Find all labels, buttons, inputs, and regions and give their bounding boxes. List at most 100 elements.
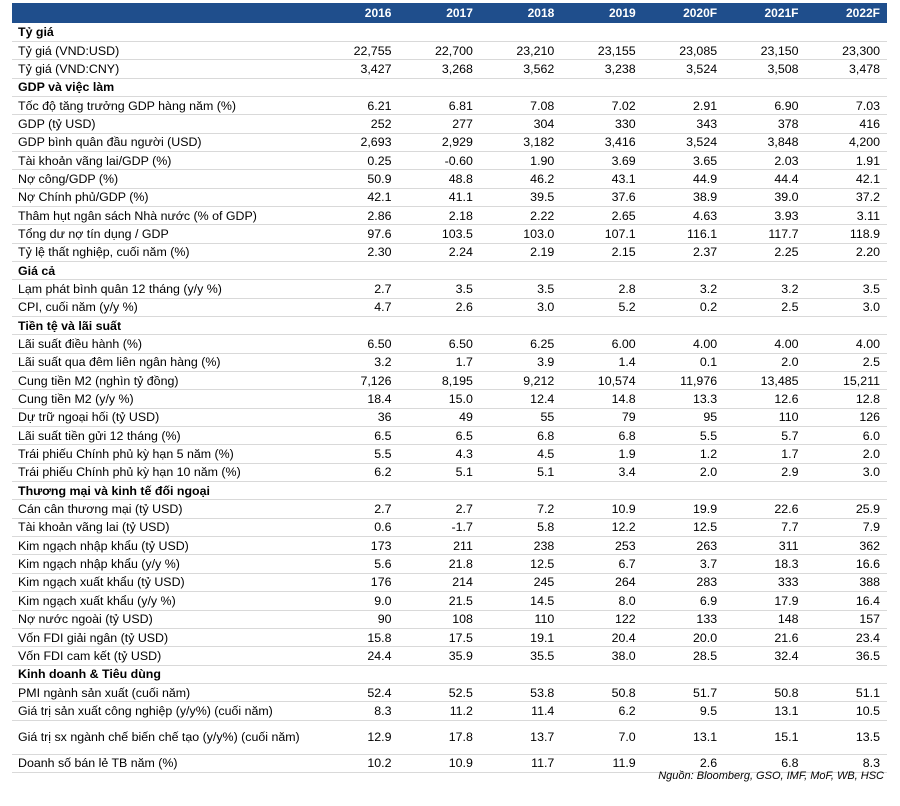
value-cell: 252 bbox=[317, 114, 399, 134]
value-cell: 6.5 bbox=[398, 426, 480, 446]
value-cell: 50.8 bbox=[561, 683, 643, 703]
value-cell: 52.5 bbox=[398, 683, 480, 703]
table-row: CPI, cuối năm (y/y %) 4.7 2.6 3.0 5.2 0.2 2.5 3… bbox=[12, 298, 887, 318]
value-cell: 6.50 bbox=[317, 334, 399, 354]
table-row: GDP (tỷ USD) 252 277 304 330 343 378 416 bbox=[12, 114, 887, 134]
value-cell: 2.30 bbox=[317, 243, 399, 262]
value-cell: 19.9 bbox=[642, 499, 725, 519]
value-cell: 2.86 bbox=[317, 206, 399, 226]
value-cell: 3.11 bbox=[805, 206, 887, 226]
value-cell: 4.5 bbox=[479, 444, 562, 464]
value-cell: 122 bbox=[561, 610, 643, 629]
value-cell: 2.25 bbox=[724, 243, 806, 262]
value-cell: 238 bbox=[479, 536, 562, 556]
table-row: Cung tiền M2 (y/y %) 18.4 15.0 12.4 14.8 13.3… bbox=[12, 389, 887, 409]
value-cell: 110 bbox=[724, 408, 806, 428]
value-cell: 5.5 bbox=[317, 444, 399, 464]
section-title: Thương mại và kinh tế đối ngoại bbox=[12, 481, 887, 501]
value-cell: 3.2 bbox=[317, 353, 399, 373]
value-cell: 343 bbox=[642, 114, 725, 134]
value-cell: 253 bbox=[561, 536, 643, 556]
table-row: Vốn FDI cam kết (tỷ USD) 24.4 35.9 35.5 38.0… bbox=[12, 646, 887, 666]
value-cell: 12.5 bbox=[642, 518, 725, 538]
value-cell: 3.65 bbox=[642, 151, 725, 171]
indicator-label: Giá trị sản xuất công nghiệp (y/y%) (cuố… bbox=[12, 701, 318, 721]
value-cell: 1.9 bbox=[561, 444, 643, 464]
value-cell: 157 bbox=[805, 610, 887, 629]
value-cell: 8.3 bbox=[805, 754, 887, 773]
value-cell: 2,929 bbox=[398, 133, 480, 152]
value-cell: 2.7 bbox=[398, 499, 480, 519]
value-cell: 11.9 bbox=[561, 754, 643, 773]
value-cell: 22,755 bbox=[317, 41, 399, 61]
value-cell: 3.0 bbox=[805, 298, 887, 318]
value-cell: 4.00 bbox=[642, 334, 725, 354]
value-cell: 5.5 bbox=[642, 426, 725, 446]
table-row: Thâm hụt ngân sách Nhà nước (% of GDP) 2.… bbox=[12, 206, 887, 226]
value-cell: 0.25 bbox=[317, 151, 399, 171]
value-cell: 95 bbox=[642, 408, 725, 428]
value-cell: 17.9 bbox=[724, 591, 806, 611]
indicator-label: Cung tiền M2 (nghìn tỷ đồng) bbox=[12, 371, 318, 391]
value-cell: 25.9 bbox=[805, 499, 887, 519]
indicator-label: Lãi suất tiền gửi 12 tháng (%) bbox=[12, 426, 318, 446]
table-row: GDP bình quân đầu người (USD) 2,693 2,929 3… bbox=[12, 133, 887, 152]
value-cell: 28.5 bbox=[642, 646, 725, 666]
value-cell: 1.7 bbox=[398, 353, 480, 373]
value-cell: 39.0 bbox=[724, 188, 806, 207]
table-row: Cán cân thương mại (tỷ USD) 2.7 2.7 7.2 10.9… bbox=[12, 499, 887, 519]
value-cell: 3.2 bbox=[724, 279, 806, 299]
value-cell: 0.2 bbox=[642, 298, 725, 318]
value-cell: 378 bbox=[724, 114, 806, 134]
table-row: Nợ nước ngoài (tỷ USD) 90 108 110 122 133 148 1… bbox=[12, 610, 887, 629]
value-cell: 19.1 bbox=[479, 628, 562, 648]
value-cell: 3.0 bbox=[479, 298, 562, 318]
value-cell: 2.0 bbox=[805, 444, 887, 464]
value-cell: 10.9 bbox=[398, 754, 480, 773]
value-cell: 15.0 bbox=[398, 389, 480, 409]
table-row: Lạm phát bình quân 12 tháng (y/y %) 2.7 3.… bbox=[12, 279, 887, 299]
macro-indicator-table: 2016 2017 2018 2019 2020F 2021F 2022F Tỷ… bbox=[12, 3, 887, 773]
value-cell: 283 bbox=[642, 573, 725, 593]
value-cell: 3.4 bbox=[561, 463, 643, 483]
header-year-2016: 2016 bbox=[364, 6, 392, 20]
value-cell: 21.6 bbox=[724, 628, 806, 648]
value-cell: 41.1 bbox=[398, 188, 480, 207]
value-cell: 13.1 bbox=[642, 720, 725, 755]
indicator-label: Trái phiếu Chính phủ kỳ hạn 10 năm (%) bbox=[12, 463, 318, 483]
value-cell: 4,200 bbox=[805, 133, 887, 152]
indicator-label: Vốn FDI cam kết (tỷ USD) bbox=[12, 646, 318, 666]
macro-indicator-table-container: 2016 2017 2018 2019 2020F 2021F 2022F Tỷ… bbox=[12, 3, 887, 773]
value-cell: 14.8 bbox=[561, 389, 643, 409]
value-cell: 13.5 bbox=[805, 720, 887, 755]
indicator-label: Trái phiếu Chính phủ kỳ hạn 5 năm (%) bbox=[12, 444, 318, 464]
value-cell: 1.4 bbox=[561, 353, 643, 373]
value-cell: 3.5 bbox=[398, 279, 480, 299]
value-cell: 13.3 bbox=[642, 389, 725, 409]
value-cell: 9.0 bbox=[317, 591, 399, 611]
value-cell: 6.8 bbox=[561, 426, 643, 446]
value-cell: 108 bbox=[398, 610, 480, 629]
value-cell: 211 bbox=[398, 536, 480, 556]
indicator-label: Tài khoản vãng lai (tỷ USD) bbox=[12, 518, 318, 538]
table-row: Cung tiền M2 (nghìn tỷ đồng) 7,126 8,195 9,… bbox=[12, 371, 887, 391]
value-cell: 35.5 bbox=[479, 646, 562, 666]
table-row: Lãi suất tiền gửi 12 tháng (%) 6.5 6.5 6.8 6… bbox=[12, 426, 887, 446]
value-cell: 11.7 bbox=[479, 754, 562, 773]
value-cell: 22.6 bbox=[724, 499, 806, 519]
value-cell: 103.0 bbox=[479, 224, 562, 244]
value-cell: 2.15 bbox=[561, 243, 643, 262]
value-cell: 2.03 bbox=[724, 151, 806, 171]
table-row: Lãi suất qua đêm liên ngân hàng (%) 3.2 1.… bbox=[12, 353, 887, 373]
table-row: Trái phiếu Chính phủ kỳ hạn 5 năm (%) 5.5… bbox=[12, 444, 887, 464]
value-cell: 3.5 bbox=[805, 279, 887, 299]
value-cell: 3.9 bbox=[479, 353, 562, 373]
value-cell: 277 bbox=[398, 114, 480, 134]
value-cell: 214 bbox=[398, 573, 480, 593]
value-cell: 49 bbox=[398, 408, 480, 428]
value-cell: 50.8 bbox=[724, 683, 806, 703]
value-cell: 103.5 bbox=[398, 224, 480, 244]
indicator-label: Dự trữ ngoại hối (tỷ USD) bbox=[12, 408, 318, 428]
value-cell: 1.90 bbox=[479, 151, 562, 171]
value-cell: 97.6 bbox=[317, 224, 399, 244]
